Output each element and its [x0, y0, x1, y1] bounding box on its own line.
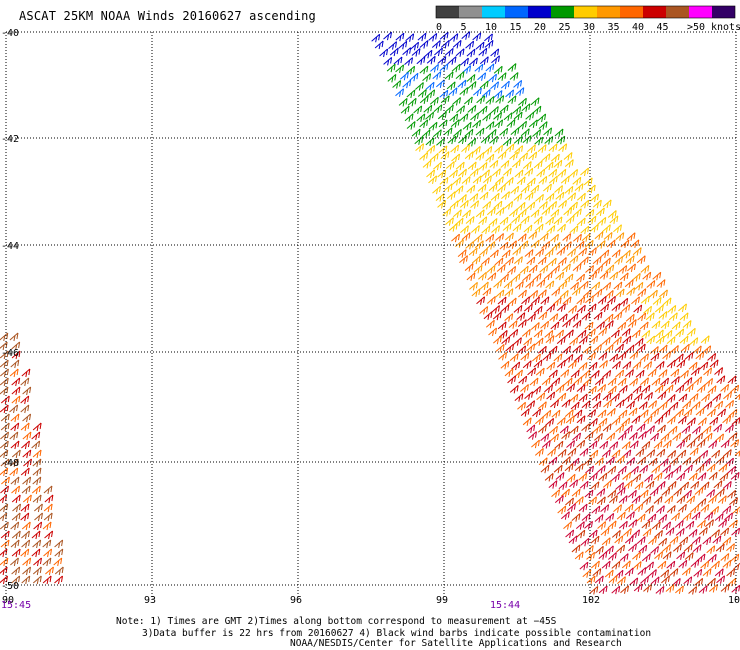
note-line-1: Note: 1) Times are GMT 2)Times along bot… — [116, 616, 557, 627]
legend-label: 0 — [436, 22, 442, 33]
lon-label: 93 — [144, 595, 156, 606]
legend-swatch — [505, 6, 528, 18]
legend-label: 35 — [608, 22, 620, 33]
legend-swatch — [666, 6, 689, 18]
legend-label: 20 — [534, 22, 546, 33]
lon-label: 96 — [290, 595, 302, 606]
legend-label: 10 — [485, 22, 497, 33]
legend-swatch — [574, 6, 597, 18]
legend-label: >50 — [687, 22, 705, 33]
lat-label: -48 — [1, 458, 19, 469]
legend-swatch — [482, 6, 505, 18]
lon-label: 99 — [436, 595, 448, 606]
lat-label: -50 — [1, 581, 19, 592]
lon-label: 90 — [2, 595, 14, 606]
legend-unit: knots — [711, 22, 740, 33]
legend-swatch — [528, 6, 551, 18]
legend-label: 15 — [510, 22, 522, 33]
map-title: ASCAT 25KM NOAA Winds 20160627 ascending — [19, 9, 316, 23]
note-line-2: 3)Data buffer is 22 hrs from 20160627 4)… — [142, 628, 652, 639]
legend-swatch — [597, 6, 620, 18]
wind-speed-legend: 0 5 10 15 20 25 30 35 40 45 >50 knots — [435, 5, 740, 33]
lat-label: -40 — [1, 28, 19, 39]
time-label: 15:44 — [490, 600, 520, 611]
legend-swatch — [689, 6, 712, 18]
legend-swatch — [643, 6, 666, 18]
credit-line: NOAA/NESDIS/Center for Satellite Applica… — [290, 638, 622, 649]
legend-label: 25 — [559, 22, 571, 33]
legend-swatch — [712, 6, 735, 18]
lat-label: -46 — [1, 348, 19, 359]
time-label: 15:45 — [1, 600, 31, 611]
lon-label: 102 — [582, 595, 600, 606]
legend-label: 40 — [632, 22, 644, 33]
legend-swatch — [459, 6, 482, 18]
legend-swatch — [620, 6, 643, 18]
legend-swatch — [436, 6, 459, 18]
legend-label: 5 — [461, 22, 467, 33]
legend-label: 30 — [583, 22, 595, 33]
legend-label: 45 — [657, 22, 669, 33]
lat-label: -44 — [1, 241, 19, 252]
lat-label: -42 — [1, 134, 19, 145]
lon-label: 105 — [728, 595, 740, 606]
legend-swatch — [551, 6, 574, 18]
